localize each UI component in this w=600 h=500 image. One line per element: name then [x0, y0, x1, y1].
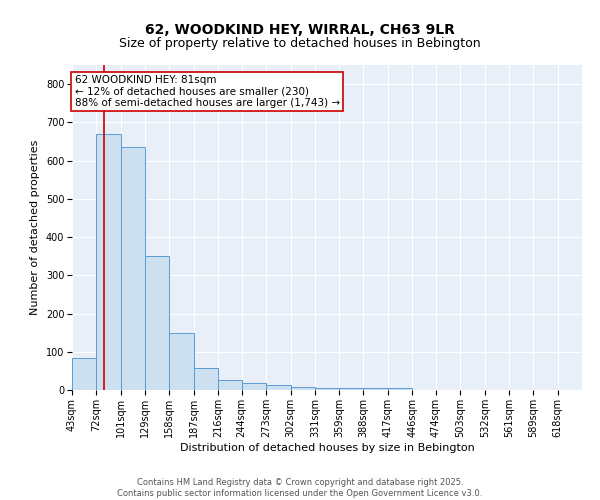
Text: 62, WOODKIND HEY, WIRRAL, CH63 9LR: 62, WOODKIND HEY, WIRRAL, CH63 9LR — [145, 22, 455, 36]
Bar — [339, 388, 364, 390]
Text: Size of property relative to detached houses in Bebington: Size of property relative to detached ho… — [119, 38, 481, 51]
Bar — [169, 334, 194, 390]
Bar — [315, 388, 339, 390]
Y-axis label: Number of detached properties: Number of detached properties — [31, 140, 40, 315]
Bar — [72, 358, 97, 390]
Bar — [97, 134, 121, 390]
Bar — [266, 385, 290, 390]
Bar — [121, 147, 145, 390]
Text: Contains HM Land Registry data © Crown copyright and database right 2025.
Contai: Contains HM Land Registry data © Crown c… — [118, 478, 482, 498]
Bar — [145, 256, 169, 390]
Text: 62 WOODKIND HEY: 81sqm
← 12% of detached houses are smaller (230)
88% of semi-de: 62 WOODKIND HEY: 81sqm ← 12% of detached… — [74, 74, 340, 108]
Bar — [364, 388, 388, 390]
Bar — [388, 388, 412, 390]
Bar — [218, 380, 242, 390]
Bar — [242, 383, 266, 390]
Bar — [194, 368, 218, 390]
X-axis label: Distribution of detached houses by size in Bebington: Distribution of detached houses by size … — [179, 442, 475, 452]
Bar — [290, 387, 315, 390]
